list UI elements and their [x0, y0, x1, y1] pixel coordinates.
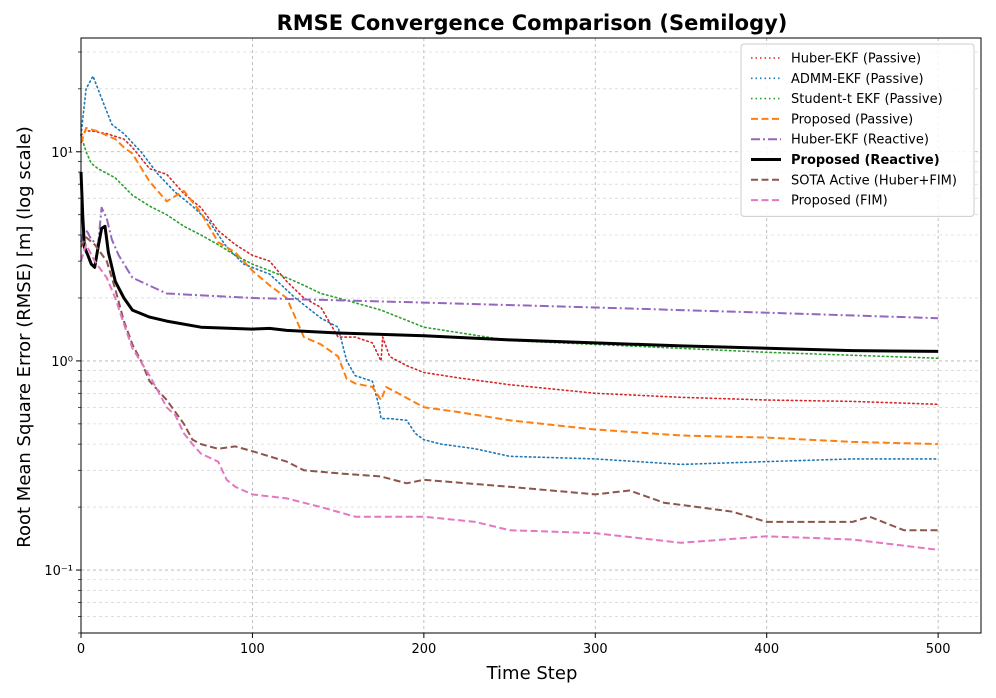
y-axis-label: Root Mean Square Error (RMSE) [m] (log s… — [14, 126, 35, 547]
x-tick-label: 100 — [240, 642, 265, 657]
x-tick-label: 400 — [754, 642, 779, 657]
x-axis-label: Time Step — [486, 663, 578, 684]
series-line-5 — [79, 171, 939, 353]
legend: Huber-EKF (Passive) ADMM-EKF (Passive) Stu… — [740, 43, 975, 217]
x-tick-label: 500 — [926, 642, 951, 657]
legend-label-6: SOTA Active (Huber+FIM) — [791, 173, 957, 188]
y-tick-label: 10⁰ — [51, 355, 73, 370]
legend-label-1: ADMM-EKF (Passive) — [791, 72, 924, 87]
series-line-3 — [80, 127, 939, 446]
y-tick-label: 10⁻¹ — [44, 564, 73, 579]
series-line-6 — [80, 236, 939, 532]
legend-label-0: Huber-EKF (Passive) — [791, 52, 921, 67]
plot-series — [79, 75, 939, 551]
legend-label-5: Proposed (Reactive) — [791, 153, 940, 168]
plot-frame — [80, 37, 982, 634]
legend-label-2: Student-t EKF (Passive) — [791, 92, 943, 107]
series-line-0 — [80, 130, 939, 406]
legend-label-7: Proposed (FIM) — [791, 194, 888, 209]
y-tick-label: 10¹ — [51, 146, 73, 161]
series-line-4 — [80, 206, 939, 320]
series-line-7 — [80, 243, 939, 551]
legend-label-3: Proposed (Passive) — [791, 112, 913, 127]
series-line-2 — [80, 134, 939, 360]
legend-box — [740, 43, 975, 217]
x-tick-label: 200 — [411, 642, 436, 657]
x-tick-label: 300 — [583, 642, 608, 657]
axis-ticks: 0 100 200 300 400 500 10⁻¹ 10⁰ 10¹ — [44, 51, 951, 657]
x-tick-label: 0 — [77, 642, 85, 657]
series-line-1 — [80, 75, 939, 466]
chart-title: RMSE Convergence Comparison (Semilogy) — [277, 11, 788, 35]
legend-label-4: Huber-EKF (Reactive) — [791, 133, 929, 148]
